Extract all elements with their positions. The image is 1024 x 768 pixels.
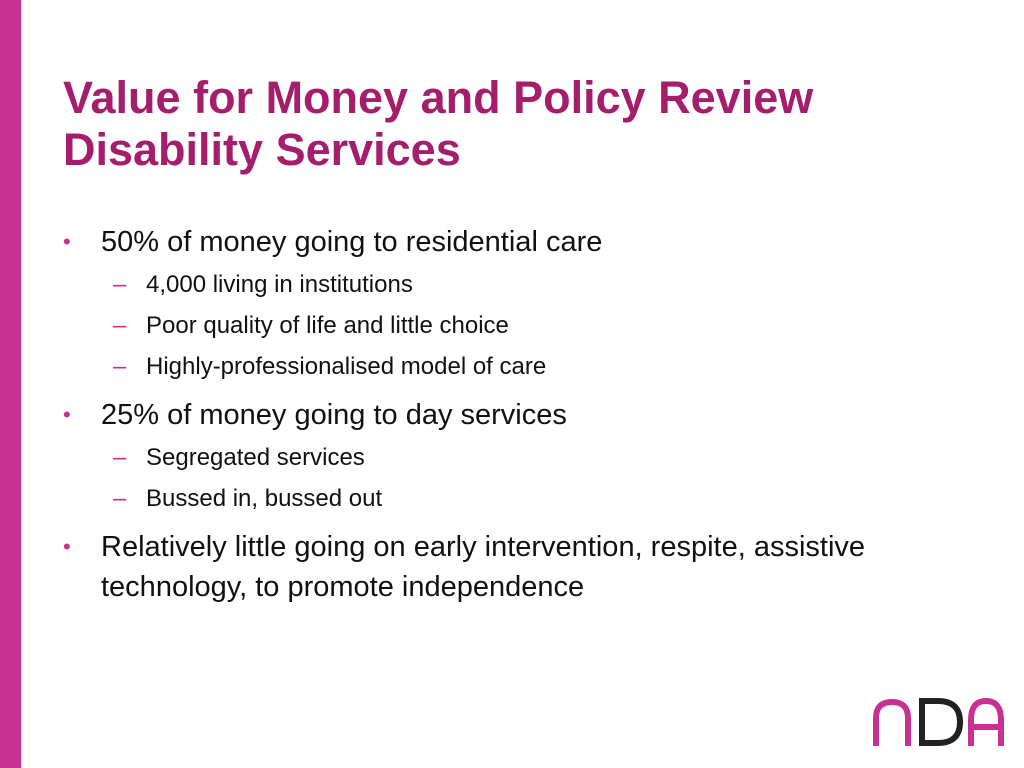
bullet-icon: • bbox=[63, 534, 71, 559]
bullet-text: 50% of money going to residential care bbox=[101, 226, 603, 258]
sub-list: – Segregated services – Bussed in, busse… bbox=[101, 437, 963, 519]
dash-icon: – bbox=[113, 312, 127, 339]
bullet-item: • 50% of money going to residential care… bbox=[63, 222, 963, 387]
sub-item: – Bussed in, bussed out bbox=[100, 478, 963, 519]
accent-bar bbox=[0, 0, 21, 768]
sub-item: – Segregated services bbox=[100, 437, 963, 478]
bullet-item: • 25% of money going to day services – S… bbox=[63, 395, 963, 519]
sub-item-text: Highly-professionalised model of care bbox=[146, 353, 547, 380]
bullet-list: • 50% of money going to residential care… bbox=[63, 222, 963, 615]
sub-list: – 4,000 living in institutions – Poor qu… bbox=[101, 264, 963, 387]
logo-letter-a bbox=[968, 697, 1004, 746]
sub-item-text: Segregated services bbox=[146, 444, 365, 471]
title-line-2: Disability Services bbox=[63, 124, 461, 175]
title-line-1: Value for Money and Policy Review bbox=[63, 72, 814, 123]
bullet-text: Relatively little going on early interve… bbox=[101, 531, 866, 603]
logo-letter-n bbox=[873, 698, 911, 746]
dash-icon: – bbox=[113, 271, 127, 298]
dash-icon: – bbox=[113, 444, 127, 471]
sub-item-text: 4,000 living in institutions bbox=[146, 271, 413, 298]
logo-letter-d bbox=[919, 698, 964, 746]
bullet-icon: • bbox=[63, 402, 71, 427]
nda-logo bbox=[873, 697, 1004, 746]
sub-item-text: Poor quality of life and little choice bbox=[146, 312, 509, 339]
bullet-icon: • bbox=[63, 229, 71, 254]
dash-icon: – bbox=[113, 485, 127, 512]
sub-item-text: Bussed in, bussed out bbox=[146, 485, 383, 512]
dash-icon: – bbox=[113, 353, 127, 380]
sub-item: – 4,000 living in institutions bbox=[100, 264, 963, 305]
sub-item: – Highly-professionalised model of care bbox=[100, 346, 963, 387]
bullet-text: 25% of money going to day services bbox=[101, 399, 567, 431]
bullet-item: • Relatively little going on early inter… bbox=[63, 527, 963, 607]
slide-title: Value for Money and Policy Review Disabi… bbox=[63, 72, 963, 176]
sub-item: – Poor quality of life and little choice bbox=[100, 305, 963, 346]
